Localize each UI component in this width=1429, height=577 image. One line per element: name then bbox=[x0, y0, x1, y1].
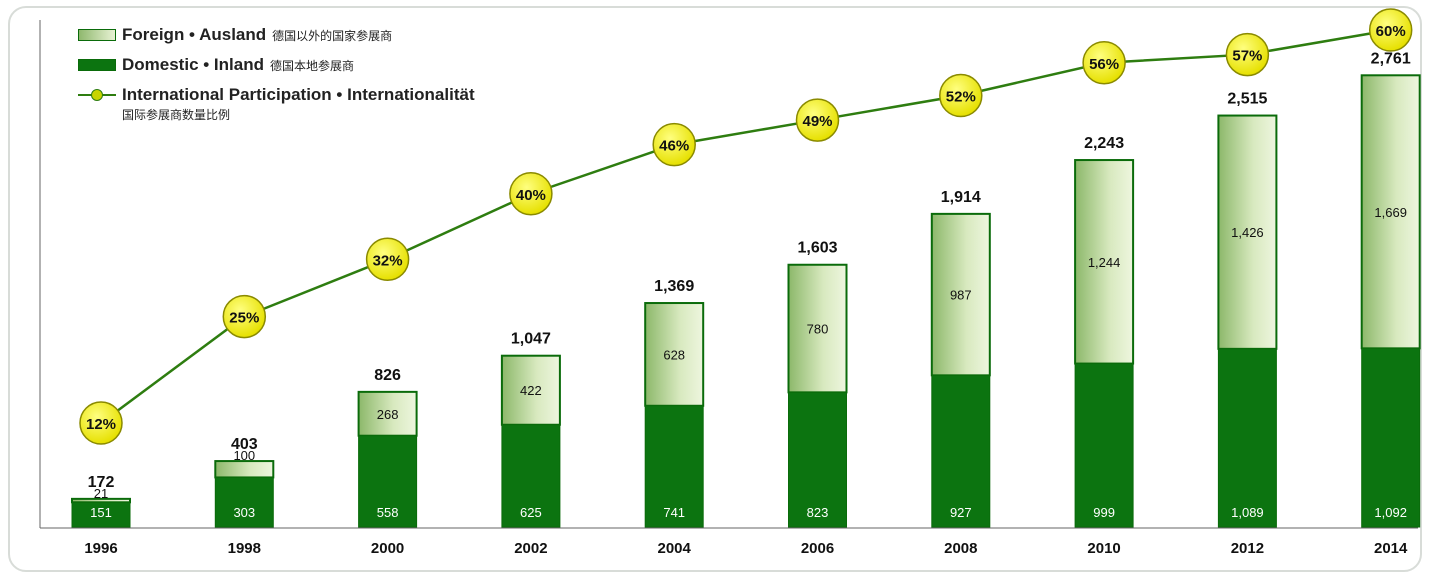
foreign-value-label: 987 bbox=[950, 288, 972, 303]
foreign-value-label: 1,669 bbox=[1374, 205, 1407, 220]
total-value-label: 1,047 bbox=[511, 331, 551, 348]
domestic-value-label: 303 bbox=[233, 505, 255, 520]
legend: Foreign • Ausland 德国以外的国家参展商 Domestic • … bbox=[78, 20, 475, 123]
year-tick-label: 2010 bbox=[1087, 540, 1120, 557]
foreign-value-label: 100 bbox=[233, 448, 255, 463]
line-marker-icon bbox=[78, 89, 116, 101]
foreign-value-label: 1,426 bbox=[1231, 225, 1264, 240]
participation-marker bbox=[222, 294, 267, 339]
bar-domestic bbox=[644, 405, 704, 528]
participation-marker bbox=[79, 401, 123, 445]
year-tick-label: 1998 bbox=[228, 540, 261, 557]
bar-domestic bbox=[1217, 348, 1277, 528]
participation-marker bbox=[365, 237, 410, 281]
foreign-swatch bbox=[78, 29, 116, 41]
total-value-label: 2,761 bbox=[1371, 50, 1411, 67]
legend-international-cn: 国际参展商数量比例 bbox=[122, 108, 231, 122]
participation-marker bbox=[509, 172, 553, 216]
foreign-value-label: 628 bbox=[663, 347, 685, 362]
bar-foreign bbox=[1360, 74, 1421, 350]
participation-marker bbox=[795, 98, 840, 142]
foreign-value-label: 21 bbox=[94, 486, 108, 501]
participation-label: 40% bbox=[516, 187, 546, 204]
domestic-value-label: 927 bbox=[950, 505, 972, 520]
year-tick-label: 1996 bbox=[84, 540, 117, 557]
bar-foreign bbox=[644, 302, 705, 407]
participation-label: 60% bbox=[1376, 23, 1406, 40]
domestic-value-label: 151 bbox=[90, 505, 112, 520]
bar-foreign bbox=[357, 390, 418, 437]
bar-foreign bbox=[214, 460, 275, 479]
bar-foreign bbox=[500, 354, 561, 426]
bar-domestic bbox=[788, 391, 847, 528]
year-tick-label: 2006 bbox=[801, 540, 834, 557]
participation-line bbox=[100, 28, 1391, 425]
bar-foreign bbox=[930, 212, 991, 377]
bar-foreign bbox=[1217, 114, 1278, 350]
bar-domestic bbox=[214, 476, 274, 528]
bar-domestic bbox=[931, 374, 991, 528]
bar-domestic bbox=[1361, 347, 1421, 528]
foreign-value-label: 268 bbox=[377, 407, 399, 422]
bar-domestic bbox=[501, 424, 561, 528]
legend-foreign-label: Foreign • Ausland bbox=[122, 25, 267, 44]
domestic-value-label: 558 bbox=[377, 505, 399, 520]
total-value-label: 826 bbox=[374, 367, 401, 384]
participation-label: 46% bbox=[659, 138, 689, 155]
domestic-swatch bbox=[78, 59, 116, 71]
domestic-value-label: 999 bbox=[1093, 505, 1115, 520]
bar-domestic bbox=[358, 435, 418, 528]
domestic-value-label: 625 bbox=[520, 505, 542, 520]
year-tick-label: 2000 bbox=[371, 540, 404, 557]
participation-marker bbox=[939, 73, 983, 118]
participation-marker bbox=[1368, 8, 1413, 52]
total-value-label: 2,243 bbox=[1084, 135, 1124, 152]
legend-item-domestic: Domestic • Inland 德国本地参展商 bbox=[78, 50, 475, 80]
bar-domestic bbox=[71, 501, 131, 528]
participation-label: 49% bbox=[802, 113, 832, 130]
domestic-value-label: 823 bbox=[807, 505, 829, 520]
legend-item-foreign: Foreign • Ausland 德国以外的国家参展商 bbox=[78, 20, 475, 50]
participation-label: 12% bbox=[86, 416, 116, 433]
legend-international-label: International Participation • Internatio… bbox=[122, 85, 475, 104]
participation-label: 52% bbox=[946, 89, 976, 106]
bar-domestic bbox=[1074, 363, 1134, 528]
total-value-label: 172 bbox=[88, 474, 115, 491]
total-value-label: 2,515 bbox=[1227, 91, 1267, 108]
foreign-value-label: 422 bbox=[520, 383, 542, 398]
legend-domestic-cn: 德国本地参展商 bbox=[269, 58, 354, 73]
year-tick-label: 2008 bbox=[944, 540, 977, 557]
domestic-value-label: 1,092 bbox=[1374, 505, 1407, 520]
domestic-value-label: 741 bbox=[663, 505, 685, 520]
total-value-label: 1,914 bbox=[941, 189, 981, 206]
total-value-label: 1,603 bbox=[797, 240, 837, 257]
year-tick-label: 2004 bbox=[658, 540, 692, 557]
foreign-value-label: 1,244 bbox=[1088, 255, 1121, 270]
total-value-label: 403 bbox=[231, 436, 258, 453]
participation-marker bbox=[1225, 32, 1270, 77]
legend-foreign-cn: 德国以外的国家参展商 bbox=[272, 28, 393, 43]
year-tick-label: 2014 bbox=[1374, 540, 1408, 557]
legend-domestic-label: Domestic • Inland bbox=[122, 55, 264, 74]
bar-foreign bbox=[787, 263, 848, 394]
participation-label: 25% bbox=[229, 310, 259, 327]
bar-foreign bbox=[1074, 159, 1135, 365]
participation-label: 57% bbox=[1232, 48, 1262, 65]
participation-label: 32% bbox=[373, 252, 403, 269]
participation-marker bbox=[1082, 41, 1126, 85]
total-value-label: 1,369 bbox=[654, 278, 694, 295]
year-tick-label: 2002 bbox=[514, 540, 547, 557]
foreign-value-label: 780 bbox=[807, 322, 829, 337]
participation-marker bbox=[652, 122, 696, 167]
participation-label: 56% bbox=[1089, 56, 1119, 73]
legend-item-international: International Participation • Internatio… bbox=[78, 80, 475, 110]
year-tick-label: 2012 bbox=[1231, 540, 1264, 557]
domestic-value-label: 1,089 bbox=[1231, 505, 1264, 520]
